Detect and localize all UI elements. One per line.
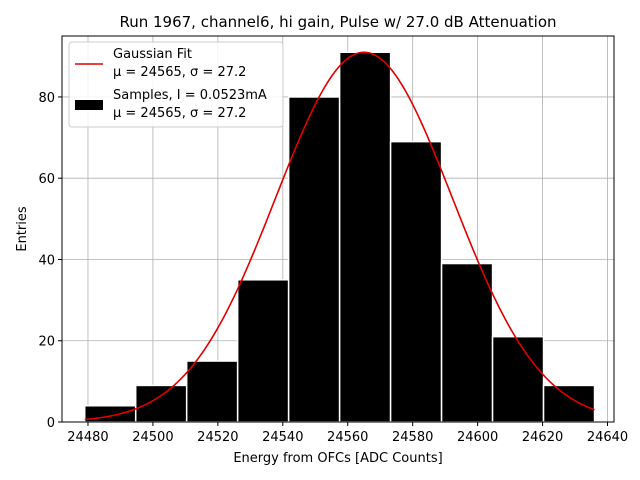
y-tick-label: 60 <box>38 172 55 187</box>
legend-fit-label: Gaussian Fit <box>113 47 192 62</box>
plot-frame <box>61 35 615 423</box>
histogram-bar <box>185 360 239 423</box>
y-tick-label: 0 <box>47 416 55 431</box>
legend-box <box>68 41 284 128</box>
x-tick-label: 24580 <box>392 430 433 445</box>
x-tick-label: 24600 <box>457 430 498 445</box>
y-axis-label: Entries <box>15 206 30 252</box>
x-tick-label: 24620 <box>522 430 563 445</box>
histogram-bar <box>338 51 392 423</box>
x-tick-label: 24560 <box>327 430 368 445</box>
x-tick-label: 24520 <box>197 430 238 445</box>
histogram-bar <box>440 262 494 423</box>
chart-title: Run 1967, channel6, hi gain, Pulse w/ 27… <box>119 13 556 31</box>
y-tick-label: 40 <box>38 253 55 268</box>
legend: Gaussian Fit μ = 24565, σ = 27.2 Samples… <box>68 41 284 128</box>
legend-fit-detail: μ = 24565, σ = 27.2 <box>113 65 246 80</box>
y-axis-ticks: 0 20 40 60 80 <box>38 91 62 431</box>
x-tick-label: 24540 <box>262 430 303 445</box>
x-tick-label: 24500 <box>132 430 173 445</box>
x-axis-label: Energy from OFCs [ADC Counts] <box>233 451 442 466</box>
y-tick-label: 20 <box>38 335 55 350</box>
gaussian-fit-curve <box>84 51 595 421</box>
histogram-bar <box>236 279 290 423</box>
histogram-bar <box>134 384 188 423</box>
histogram-bar <box>389 140 443 423</box>
legend-samples-detail: μ = 24565, σ = 27.2 <box>113 106 246 121</box>
histogram-bar <box>542 384 596 423</box>
y-tick-label: 80 <box>38 91 55 106</box>
legend-samples-label: Samples, I = 0.0523mA <box>113 88 267 103</box>
histogram-bar <box>491 335 545 423</box>
x-tick-label: 24640 <box>587 430 628 445</box>
histogram-bar <box>83 404 137 423</box>
x-axis-ticks: 24480 24500 24520 24540 24560 24580 24600 24620… <box>67 422 628 445</box>
x-tick-label: 24480 <box>67 430 108 445</box>
legend-samples-swatch <box>75 100 103 110</box>
histogram-bars <box>83 51 596 423</box>
